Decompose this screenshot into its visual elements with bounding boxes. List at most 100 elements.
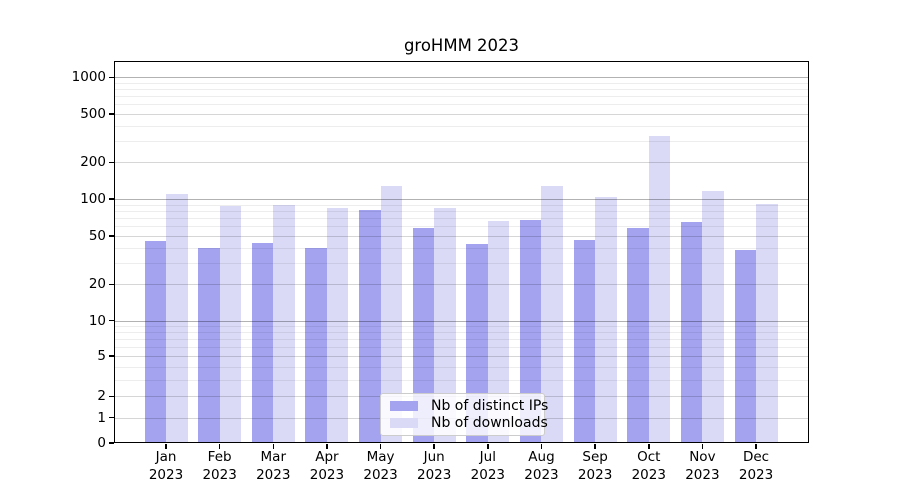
x-tick-label-dec: Dec 2023 [738, 449, 774, 483]
legend-swatch-distinct-ips-icon [390, 400, 418, 411]
x-tick-mar [272, 444, 275, 449]
bar-downloads-nov [702, 190, 724, 443]
gridline-90 [114, 204, 809, 206]
bar-ips-jun [412, 228, 435, 443]
gridline-8 [114, 332, 809, 334]
y-tick-500 [109, 113, 114, 115]
gridline-70 [114, 218, 809, 220]
gridline-10 [114, 320, 809, 322]
bar-downloads-dec [756, 204, 778, 443]
x-tick-label-sep: Sep 2023 [577, 449, 613, 483]
x-tick-apr [326, 444, 328, 449]
y-tick-20 [109, 283, 114, 285]
x-tick-oct [648, 444, 650, 449]
y-tick-label-50: 50 [88, 227, 106, 244]
gridline-30 [114, 262, 809, 264]
x-tick-jan [165, 444, 167, 449]
gridline-400 [114, 125, 809, 127]
bar-downloads-mar [273, 204, 295, 443]
bar-downloads-aug [541, 186, 563, 443]
x-tick-label-jul: Jul 2023 [470, 449, 506, 483]
y-tick-50 [109, 235, 114, 237]
x-tick-label-oct: Oct 2023 [631, 449, 666, 483]
y-tick-1 [109, 416, 114, 419]
y-tick-1000 [109, 76, 114, 79]
bar-downloads-jun [434, 208, 456, 443]
gridline-40 [114, 247, 809, 249]
gridline-50 [114, 235, 809, 237]
x-tick-sep [594, 444, 596, 449]
y-tick-label-20: 20 [88, 276, 106, 293]
legend-swatch-downloads-icon [390, 418, 418, 429]
y-tick-label-500: 500 [80, 105, 106, 122]
y-tick-10 [109, 319, 114, 322]
bar-ips-dec [734, 250, 757, 443]
bar-ips-mar [251, 242, 274, 443]
y-tick-label-0: 0 [97, 435, 106, 451]
bar-ips-may [359, 209, 381, 443]
gridline-80 [114, 210, 809, 212]
gridline-6 [114, 346, 809, 348]
bar-downloads-jan [166, 194, 188, 443]
gridline-9 [114, 326, 809, 328]
y-tick-label-1: 1 [97, 409, 106, 426]
bar-downloads-sep [595, 196, 617, 443]
x-tick-label-jan: Jan 2023 [148, 449, 184, 483]
y-tick-label-100: 100 [80, 191, 106, 208]
y-tick-100 [109, 198, 114, 200]
bar-ips-nov [680, 221, 703, 443]
legend-item-distinct-ips: Nb of distinct IPs [390, 398, 548, 414]
x-tick-dec [755, 444, 757, 449]
gridline-700 [114, 96, 809, 98]
gridline-60 [114, 226, 809, 228]
legend-label-distinct-ips: Nb of distinct IPs [431, 397, 549, 414]
x-tick-feb [218, 444, 221, 449]
bar-ips-sep [573, 240, 596, 443]
bar-ips-feb [198, 247, 220, 443]
x-tick-label-feb: Feb 2023 [202, 449, 237, 483]
gridline-4 [114, 366, 809, 368]
gridline-100 [114, 199, 809, 201]
y-tick-2 [109, 395, 114, 398]
gridline-800 [114, 89, 809, 91]
bar-ips-oct [627, 228, 649, 443]
gridline-600 [114, 104, 809, 106]
y-tick-5 [109, 355, 114, 357]
x-tick-label-may: May 2023 [363, 449, 398, 483]
legend-label-downloads: Nb of downloads [431, 415, 548, 432]
gridline-300 [114, 141, 809, 143]
y-tick-label-2: 2 [97, 388, 106, 405]
legend: Nb of distinct IPs Nb of downloads [380, 393, 548, 436]
y-tick-0 [109, 442, 114, 444]
gridline-500 [114, 113, 809, 115]
y-tick-label-200: 200 [80, 154, 106, 171]
x-tick-label-nov: Nov 2023 [685, 449, 720, 483]
chart-title: groHMM 2023 [403, 36, 520, 55]
gridline-200 [114, 162, 809, 164]
bar-downloads-feb [219, 205, 242, 443]
legend-item-downloads: Nb of downloads [390, 415, 548, 431]
gridline-900 [114, 82, 809, 84]
x-tick-label-mar: Mar 2023 [256, 449, 291, 483]
gridline-7 [114, 338, 809, 340]
gridline-20 [114, 284, 809, 286]
bar-ips-jan [144, 241, 166, 443]
y-tick-label-10: 10 [88, 312, 106, 329]
bar-ips-aug [519, 219, 542, 443]
bar-downloads-apr [326, 208, 349, 443]
gridline-3 [114, 379, 809, 381]
y-tick-label-1000: 1000 [71, 69, 106, 86]
bar-downloads-may [380, 186, 403, 443]
y-tick-label-5: 5 [97, 347, 106, 364]
x-tick-jun [433, 444, 435, 449]
x-tick-nov [701, 444, 704, 449]
x-tick-label-jun: Jun 2023 [417, 449, 452, 483]
x-tick-label-apr: Apr 2023 [309, 449, 345, 483]
gridline-5 [114, 355, 809, 357]
y-tick-200 [109, 161, 114, 164]
x-tick-label-aug: Aug 2023 [524, 449, 559, 483]
x-tick-jul [487, 444, 489, 449]
bar-downloads-jul [487, 221, 510, 443]
bar-ips-apr [305, 247, 327, 443]
